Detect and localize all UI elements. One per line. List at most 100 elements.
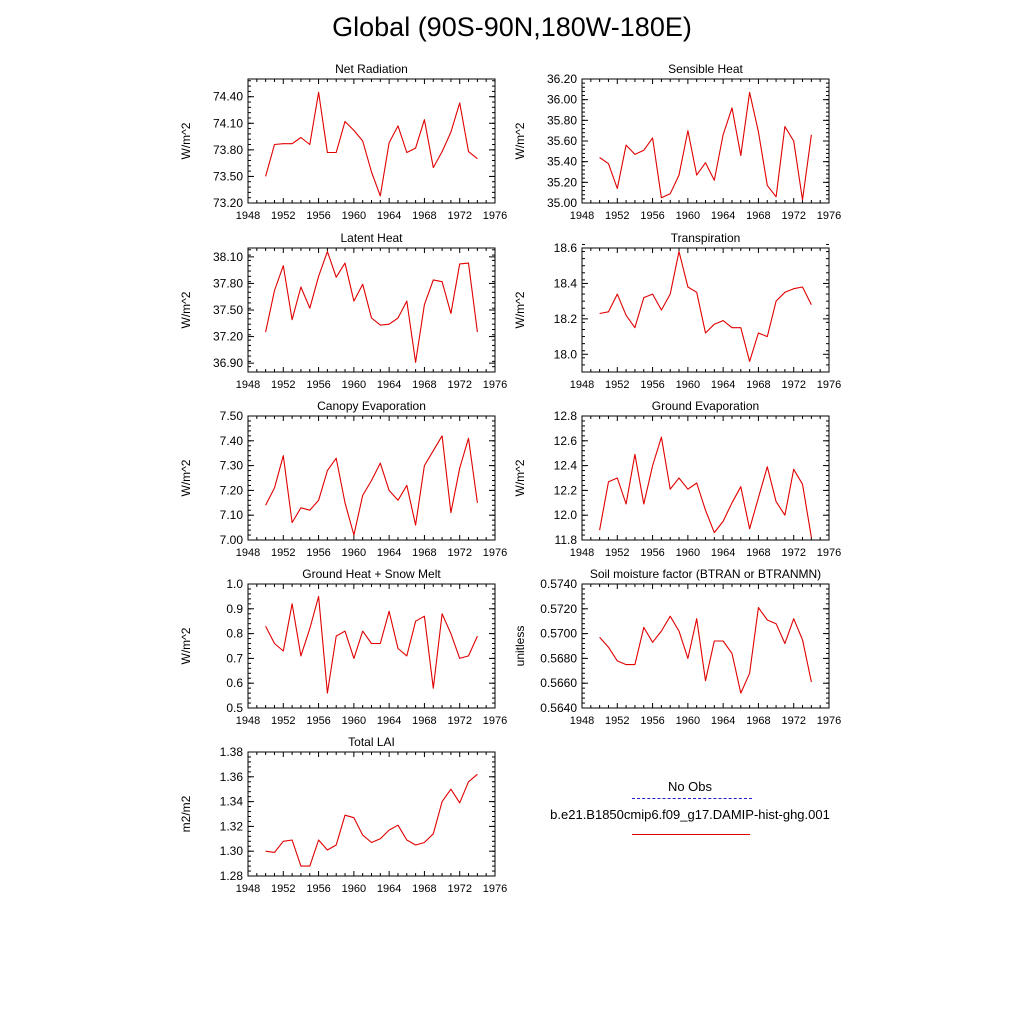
- x-tick-label: 1968: [412, 883, 436, 895]
- panel-title: Ground Evaporation: [652, 399, 759, 413]
- panel-4: 1948 1952 1956 1960 1964 1968 1972 1976 7.00 7.10…: [179, 399, 507, 559]
- y-tick-label: 1.0: [226, 577, 243, 591]
- x-tick-label: 1964: [377, 210, 401, 222]
- y-tick-label: 0.6: [226, 676, 243, 690]
- x-tick-label: 1956: [306, 210, 330, 222]
- x-tick-label: 1960: [676, 715, 700, 727]
- x-tick-label: 1976: [483, 379, 507, 391]
- panel-7: 1948 1952 1956 1960 1964 1968 1972 1976 0.5640 0.…: [513, 567, 841, 727]
- panel-title: Total LAI: [348, 735, 395, 749]
- y-tick-label: 1.36: [220, 770, 244, 784]
- y-tick-label: 0.5640: [540, 701, 577, 715]
- y-tick-label: 35.20: [547, 175, 577, 189]
- y-tick-label: 12.8: [554, 409, 578, 423]
- x-tick-label: 1948: [570, 379, 594, 391]
- x-tick-label: 1964: [377, 379, 401, 391]
- panel-title: Latent Heat: [340, 231, 403, 245]
- x-tick-label: 1976: [817, 715, 841, 727]
- x-tick-label: 1976: [817, 547, 841, 559]
- x-tick-label: 1960: [676, 379, 700, 391]
- y-tick-label: 36.20: [547, 72, 577, 86]
- panel-6: 1948 1952 1956 1960 1964 1968 1972 1976 0.5 0.6 0.…: [179, 567, 507, 727]
- y-tick-label: 18.4: [554, 276, 578, 290]
- panel-2: 1948 1952 1956 1960 1964 1968 1972 1976 36.90 37.…: [179, 231, 507, 391]
- y-tick-label: 0.9: [226, 602, 243, 616]
- y-tick-label: 37.50: [213, 303, 243, 317]
- y-tick-label: 73.20: [213, 196, 243, 210]
- x-tick-label: 1972: [781, 379, 805, 391]
- legend-item-no-obs: No Obs: [667, 779, 713, 794]
- x-tick-label: 1972: [447, 883, 471, 895]
- x-tick-label: 1952: [271, 210, 295, 222]
- x-tick-label: 1976: [483, 547, 507, 559]
- series-line: [599, 436, 812, 538]
- series-line: [599, 91, 812, 201]
- y-tick-label: 1.34: [220, 795, 244, 809]
- y-tick-label: 7.00: [220, 533, 244, 547]
- x-tick-label: 1960: [342, 210, 366, 222]
- x-tick-label: 1956: [640, 210, 664, 222]
- legend-item-model-run: b.e21.B1850cmip6.f09_g17.DAMIP-hist-ghg.…: [550, 807, 830, 822]
- panel-title: Soil moisture factor (BTRAN or BTRANMN): [590, 567, 821, 581]
- x-tick-label: 1972: [781, 210, 805, 222]
- panel-3: 1948 1952 1956 1960 1964 1968 1972 1976 18.0 18.2…: [513, 231, 841, 391]
- y-axis-label: W/m^2: [179, 459, 193, 496]
- y-tick-label: 11.8: [555, 533, 578, 547]
- x-tick-label: 1952: [605, 210, 629, 222]
- x-tick-label: 1956: [640, 715, 664, 727]
- y-tick-label: 12.4: [554, 459, 578, 473]
- y-tick-label: 1.30: [220, 844, 244, 858]
- x-tick-label: 1952: [605, 379, 629, 391]
- x-tick-label: 1972: [447, 379, 471, 391]
- x-tick-label: 1964: [377, 547, 401, 559]
- y-tick-label: 1.38: [220, 745, 244, 759]
- y-tick-label: 37.80: [213, 276, 243, 290]
- y-tick-label: 7.40: [220, 434, 244, 448]
- panel-title: Net Radiation: [335, 62, 408, 76]
- y-tick-label: 1.28: [220, 869, 244, 883]
- panel-title: Transpiration: [671, 231, 741, 245]
- x-tick-label: 1952: [271, 715, 295, 727]
- y-tick-label: 12.6: [554, 434, 578, 448]
- x-tick-label: 1976: [817, 210, 841, 222]
- panel-5: 1948 1952 1956 1960 1964 1968 1972 1976 11.8 12.0…: [513, 399, 841, 559]
- y-axis-label: W/m^2: [513, 459, 527, 496]
- x-tick-label: 1972: [781, 547, 805, 559]
- y-tick-label: 0.5700: [540, 627, 577, 641]
- x-tick-label: 1960: [342, 547, 366, 559]
- x-tick-label: 1968: [412, 547, 436, 559]
- x-tick-label: 1972: [781, 715, 805, 727]
- x-tick-label: 1960: [676, 547, 700, 559]
- x-tick-label: 1968: [412, 379, 436, 391]
- y-tick-label: 36.00: [547, 93, 577, 107]
- x-tick-label: 1948: [236, 547, 260, 559]
- y-tick-label: 35.60: [547, 134, 577, 148]
- y-tick-label: 0.5680: [540, 651, 577, 665]
- x-tick-label: 1968: [746, 547, 770, 559]
- y-axis-label: m2/m2: [179, 795, 193, 832]
- y-tick-label: 73.50: [213, 169, 243, 183]
- plot-frame: [247, 751, 496, 877]
- y-axis-label: W/m^2: [513, 291, 527, 328]
- x-tick-label: 1952: [271, 547, 295, 559]
- x-tick-label: 1964: [377, 883, 401, 895]
- x-tick-label: 1952: [271, 379, 295, 391]
- x-tick-label: 1968: [746, 715, 770, 727]
- panel-title: Ground Heat + Snow Melt: [302, 567, 441, 581]
- legend-swatch-no-obs: [632, 798, 752, 799]
- plot-frame: [581, 78, 830, 204]
- y-tick-label: 18.6: [554, 241, 578, 255]
- x-tick-label: 1960: [676, 210, 700, 222]
- y-tick-label: 38.10: [213, 250, 243, 264]
- x-tick-label: 1956: [306, 379, 330, 391]
- series-line: [265, 91, 478, 197]
- x-tick-label: 1964: [377, 715, 401, 727]
- y-axis-label: W/m^2: [513, 122, 527, 159]
- plot-frame: [247, 583, 496, 709]
- x-tick-label: 1976: [483, 883, 507, 895]
- x-tick-label: 1964: [711, 379, 735, 391]
- legend: No Obs b.e21.B1850cmip6.f09_g17.DAMIP-hi…: [530, 778, 850, 835]
- x-tick-label: 1968: [746, 379, 770, 391]
- x-tick-label: 1972: [447, 210, 471, 222]
